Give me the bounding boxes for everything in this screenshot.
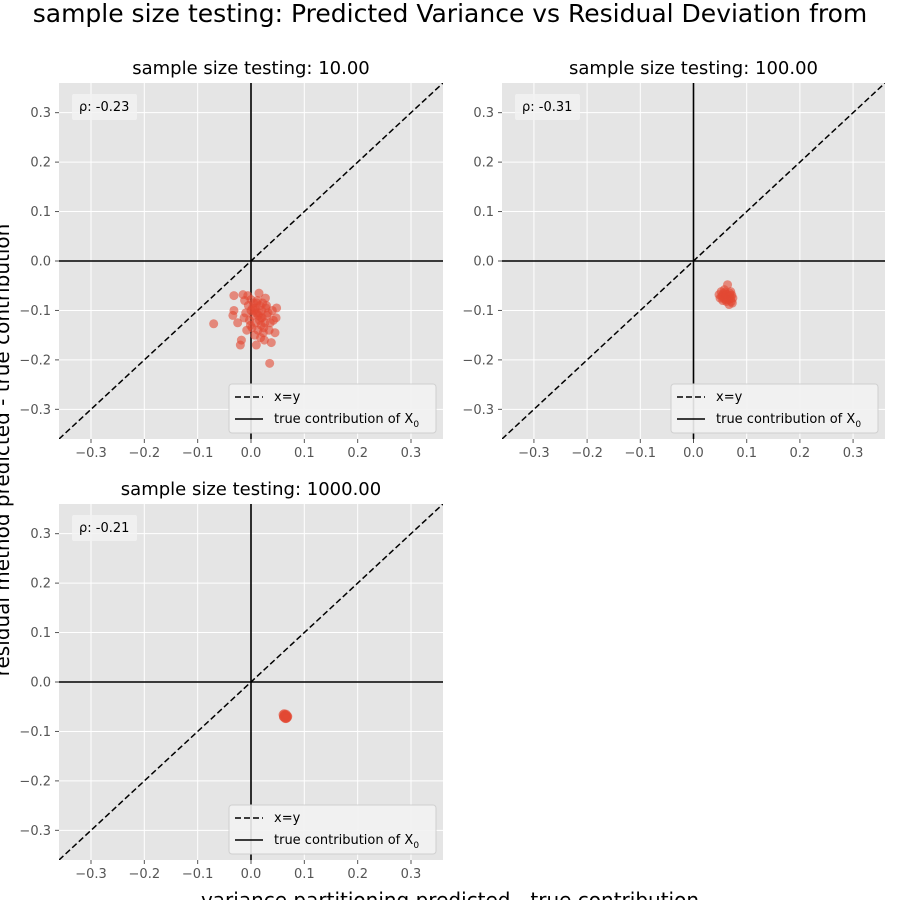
y-tick-label: −0.2 xyxy=(19,774,51,789)
legend-label-true: true contribution of X0 xyxy=(716,412,861,430)
figure-x-axis-label: variance partitioning predicted - true c… xyxy=(201,888,699,900)
y-tick-label: 0.0 xyxy=(30,255,51,270)
y-tick-label: 0.1 xyxy=(30,205,51,220)
y-tick-label: −0.1 xyxy=(462,304,494,319)
data-point xyxy=(251,340,261,350)
data-point xyxy=(245,320,255,330)
legend-label-identity: x=y xyxy=(274,390,301,405)
panel-3: −0.3 −0.2 −0.1 0.0 0.1 0.2 0.3 −0.3 −0.2 −0.1 0.0 0… xyxy=(19,479,443,882)
x-tick-label: 0.0 xyxy=(241,867,262,882)
x-tick-label: 0.2 xyxy=(790,446,811,461)
data-point xyxy=(259,335,269,345)
legend-box xyxy=(670,383,879,434)
x-tick-label: −0.3 xyxy=(75,446,107,461)
y-tick-label: 0.0 xyxy=(473,255,494,270)
panel-title: sample size testing: 1000.00 xyxy=(121,479,381,500)
legend-label-true: true contribution of X0 xyxy=(274,412,419,430)
legend-label-true-subscript: 0 xyxy=(413,420,419,430)
x-tick-label: 0.3 xyxy=(401,446,422,461)
x-tick-label: −0.2 xyxy=(129,867,161,882)
data-point xyxy=(721,295,731,305)
legend-box xyxy=(228,804,437,855)
y-tick-label: −0.3 xyxy=(19,403,51,418)
rho-label: ρ: -0.31 xyxy=(522,100,572,115)
data-point xyxy=(266,338,276,348)
y-tick-label: 0.2 xyxy=(30,577,51,592)
panel-plot-content xyxy=(502,83,885,439)
legend-label-true-subscript: 0 xyxy=(855,420,861,430)
x-tick-label: −0.3 xyxy=(518,446,550,461)
panel-title: sample size testing: 100.00 xyxy=(569,58,818,79)
x-tick-label: 0.1 xyxy=(736,446,757,461)
data-point xyxy=(228,310,238,320)
legend-label-true: true contribution of X0 xyxy=(274,833,419,851)
data-point xyxy=(233,318,243,328)
panels: −0.3 −0.2 −0.1 0.0 0.1 0.2 0.3 −0.3 −0.2 −0.1 0.0 0… xyxy=(19,58,885,882)
panel-title: sample size testing: 10.00 xyxy=(132,58,370,79)
data-point xyxy=(261,301,271,310)
rho-box xyxy=(72,94,137,120)
x-tick-label: −0.2 xyxy=(571,446,603,461)
x-tick-label: 0.1 xyxy=(294,867,315,882)
rho-box xyxy=(515,94,580,120)
y-tick-label: 0.2 xyxy=(473,156,494,171)
data-point xyxy=(229,291,239,301)
panel-2: −0.3 −0.2 −0.1 0.0 0.1 0.2 0.3 −0.3 −0.2 −0.1 0.0 0… xyxy=(462,58,885,461)
rho-label: ρ: -0.21 xyxy=(79,521,129,536)
y-tick-label: −0.1 xyxy=(19,725,51,740)
data-point xyxy=(256,313,266,323)
panel-plot-content xyxy=(59,83,443,439)
x-tick-label: −0.2 xyxy=(129,446,161,461)
x-tick-label: 0.0 xyxy=(241,446,262,461)
y-tick-label: 0.3 xyxy=(30,527,51,542)
x-tick-label: 0.0 xyxy=(683,446,704,461)
x-tick-label: 0.2 xyxy=(347,446,368,461)
data-point xyxy=(248,303,258,313)
data-point xyxy=(281,714,291,724)
x-tick-label: −0.3 xyxy=(75,867,107,882)
y-tick-label: −0.3 xyxy=(19,824,51,839)
rho-box xyxy=(72,515,137,541)
legend-box xyxy=(228,383,437,434)
legend-label-identity: x=y xyxy=(716,390,743,405)
data-point xyxy=(236,335,246,345)
y-tick-label: 0.1 xyxy=(30,626,51,641)
data-point xyxy=(270,328,280,338)
x-tick-label: −0.1 xyxy=(625,446,657,461)
panel-plot-content xyxy=(59,504,443,860)
y-tick-label: −0.2 xyxy=(462,353,494,368)
data-point xyxy=(209,319,219,329)
panel-1: −0.3 −0.2 −0.1 0.0 0.1 0.2 0.3 −0.3 −0.2 −0.1 0.0 0… xyxy=(19,58,443,461)
x-tick-label: −0.1 xyxy=(182,867,214,882)
x-tick-label: 0.1 xyxy=(294,446,315,461)
x-tick-label: 0.3 xyxy=(401,867,422,882)
y-tick-label: 0.0 xyxy=(30,676,51,691)
x-tick-label: −0.1 xyxy=(182,446,214,461)
data-point xyxy=(271,313,281,323)
y-tick-label: 0.3 xyxy=(30,106,51,121)
data-point xyxy=(259,323,269,333)
data-point xyxy=(260,293,270,303)
y-tick-label: −0.3 xyxy=(462,403,494,418)
y-tick-label: 0.2 xyxy=(30,156,51,171)
data-point xyxy=(265,358,275,368)
data-point xyxy=(726,287,736,297)
y-tick-label: −0.2 xyxy=(19,353,51,368)
x-tick-label: 0.3 xyxy=(843,446,864,461)
legend-label-true-subscript: 0 xyxy=(413,841,419,851)
legend-label-identity: x=y xyxy=(274,811,301,826)
figure-suptitle: sample size testing: Predicted Variance … xyxy=(33,0,868,28)
data-point xyxy=(254,288,264,298)
rho-label: ρ: -0.23 xyxy=(79,100,129,115)
y-tick-label: 0.3 xyxy=(473,106,494,121)
y-tick-label: −0.1 xyxy=(19,304,51,319)
figure-y-axis-label: residual method predicted - true contrib… xyxy=(0,224,14,677)
data-point xyxy=(272,303,282,313)
x-tick-label: 0.2 xyxy=(347,867,368,882)
y-tick-label: 0.1 xyxy=(473,205,494,220)
